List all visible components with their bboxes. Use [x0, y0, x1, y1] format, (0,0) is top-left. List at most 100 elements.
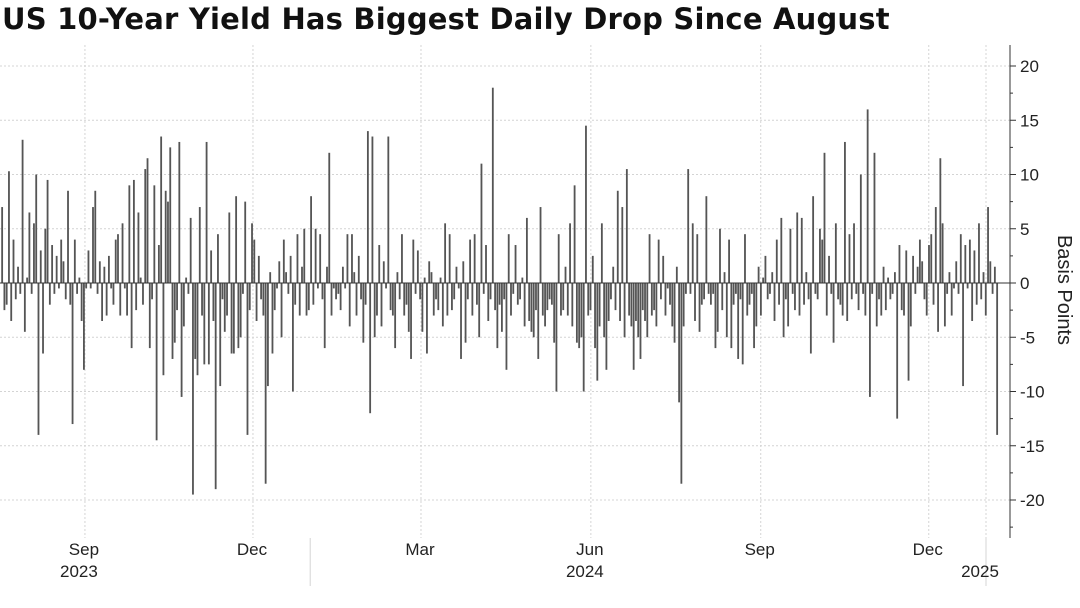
bar [19, 283, 22, 294]
bar [446, 283, 449, 316]
bar [932, 283, 935, 305]
bar [198, 207, 201, 283]
bar [251, 223, 253, 283]
bar [160, 136, 163, 283]
bar [707, 283, 710, 294]
bar [85, 283, 88, 289]
bar [564, 266, 567, 283]
bar [112, 283, 115, 305]
bar [35, 174, 38, 283]
bar [900, 283, 903, 311]
bar [523, 283, 526, 327]
bar [937, 283, 939, 332]
bar [891, 283, 894, 294]
bar [744, 234, 746, 283]
bar [859, 174, 862, 283]
bar [657, 239, 660, 283]
bar [864, 283, 867, 316]
bar [207, 283, 210, 365]
bar [439, 277, 442, 283]
bar [382, 261, 385, 283]
bar [37, 283, 40, 435]
bar [469, 239, 472, 283]
bar [918, 239, 921, 283]
bar [326, 266, 328, 283]
bar [153, 185, 156, 283]
bar [982, 272, 985, 283]
bar [378, 245, 381, 283]
bar [750, 283, 753, 294]
bar [269, 272, 272, 283]
bar [123, 283, 126, 289]
bar [514, 245, 517, 283]
bar [164, 190, 167, 283]
bar [180, 283, 183, 397]
bar [67, 190, 69, 283]
bar [709, 283, 712, 305]
bar [464, 283, 467, 343]
bar [669, 283, 671, 305]
bar [157, 245, 160, 283]
bar [144, 169, 147, 283]
bar [253, 239, 256, 283]
bar [3, 283, 6, 311]
bar [169, 147, 172, 283]
bar [678, 283, 681, 403]
bar [850, 283, 853, 300]
bar [580, 283, 583, 338]
bar [142, 283, 144, 305]
bar [928, 245, 930, 283]
bar [119, 283, 122, 316]
bar [791, 283, 794, 294]
bar [103, 266, 106, 283]
x-tick-label: Dec [237, 540, 268, 559]
bar [780, 217, 783, 283]
bar [126, 283, 128, 316]
bar [319, 234, 322, 283]
bar [703, 283, 705, 300]
bar [226, 283, 228, 316]
bar [69, 283, 72, 305]
bar [846, 283, 849, 321]
bar [460, 283, 462, 359]
bar [421, 283, 424, 332]
bar [316, 283, 319, 289]
bar [387, 136, 390, 283]
bar [662, 255, 665, 283]
bar [723, 272, 726, 283]
bar [26, 277, 29, 283]
bar [335, 283, 337, 300]
x-tick-label: Mar [405, 540, 435, 559]
bar [875, 283, 878, 327]
bar [894, 272, 896, 283]
bar [176, 283, 178, 311]
bar [71, 283, 74, 425]
bar [571, 283, 574, 327]
bar [494, 283, 497, 311]
bar [975, 283, 978, 305]
y-axis-label: Basis Points [1053, 235, 1075, 345]
bar [987, 207, 989, 283]
bar [741, 283, 744, 365]
bar [321, 283, 324, 300]
bar [734, 283, 737, 294]
bar [950, 283, 953, 316]
bar [844, 141, 846, 283]
bar [94, 190, 97, 283]
y-tick-label: 10 [1020, 166, 1039, 185]
bar [612, 266, 615, 283]
bar [432, 283, 435, 316]
bar [907, 283, 910, 381]
bar [130, 283, 133, 349]
bar [541, 283, 544, 316]
bar [921, 261, 924, 283]
bar [591, 255, 594, 283]
bar [228, 212, 231, 283]
bar [64, 283, 67, 300]
bar [39, 250, 42, 283]
bar [301, 266, 303, 283]
bar [762, 277, 765, 283]
bar [946, 283, 949, 294]
bar [957, 283, 960, 294]
bar [121, 223, 124, 283]
